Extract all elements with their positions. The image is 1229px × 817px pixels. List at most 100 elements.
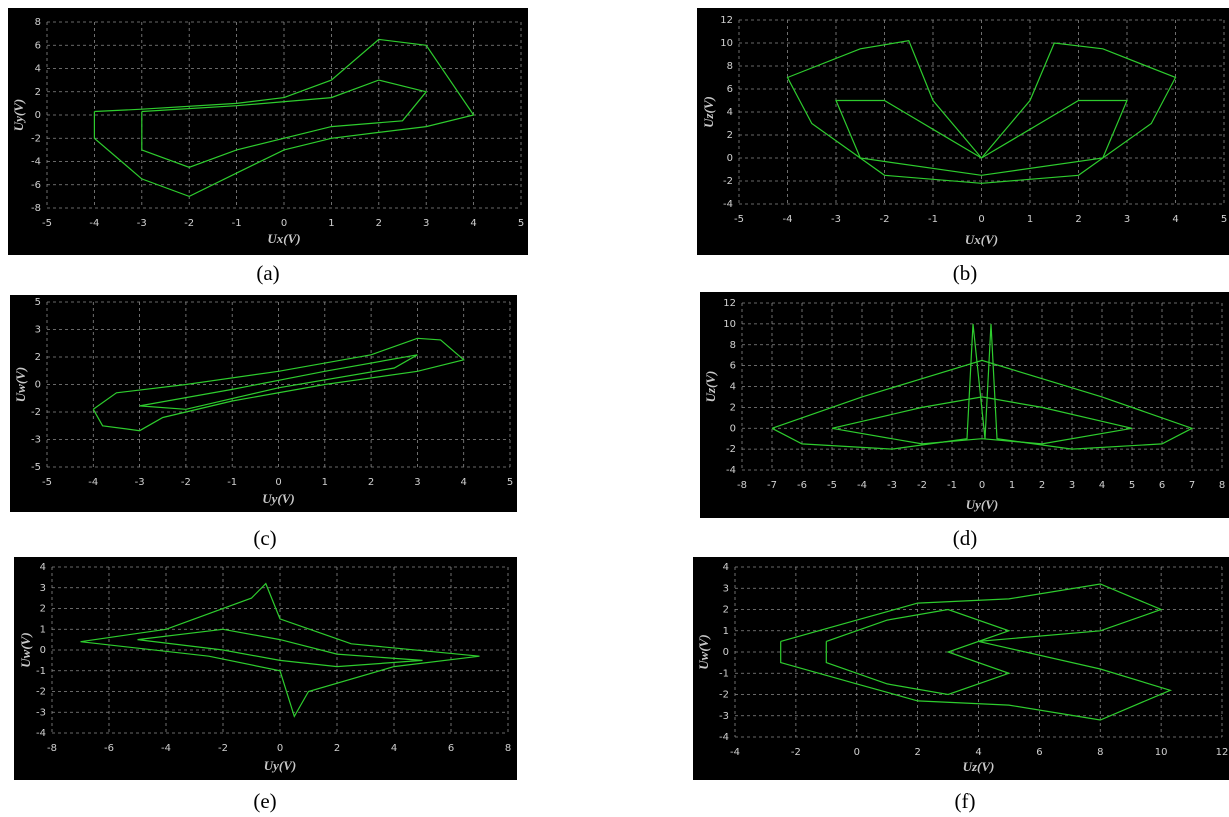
y-tick-label: 2 [723,605,729,616]
x-tick-label: -2 [181,477,191,488]
x-tick-label: -1 [928,214,938,225]
x-tick-label: -3 [831,214,841,225]
x-tick-label: 0 [854,747,860,758]
x-tick-label: 1 [1027,214,1033,225]
panel-background [10,295,517,512]
y-tick-label: 4 [723,562,729,573]
x-tick-label: -3 [887,480,897,491]
x-tick-label: 8 [1219,480,1225,491]
y-tick-label: 4 [730,382,736,393]
x-tick-label: -2 [880,214,890,225]
y-tick-label: 2 [727,130,733,141]
x-tick-label: 5 [518,218,524,229]
y-axis-label: Uw(V) [13,367,28,402]
y-tick-label: 0 [727,153,733,164]
x-tick-label: -3 [137,218,147,229]
x-tick-label: 6 [1036,747,1042,758]
x-tick-label: 4 [1172,214,1178,225]
x-tick-label: -4 [161,743,171,754]
y-tick-label: 1 [40,624,46,635]
y-axis-label: Uy(V) [11,99,26,132]
panel-caption: (d) [953,526,978,550]
x-tick-label: -2 [917,480,927,491]
y-tick-label: 0 [730,423,736,434]
x-tick-label: 3 [414,477,420,488]
x-tick-label: 6 [448,743,454,754]
y-tick-label: -5 [31,462,41,473]
y-axis-label: Uz(V) [703,371,718,403]
y-tick-label: 10 [720,38,733,49]
y-tick-label: 0 [35,110,41,121]
x-tick-label: -6 [104,743,114,754]
x-axis-label: Uy(V) [966,497,999,512]
y-tick-label: -4 [719,732,729,743]
x-tick-label: 7 [1189,480,1195,491]
x-tick-label: -1 [227,477,237,488]
y-axis-label: Uw(V) [696,634,711,669]
panel-caption: (f) [955,789,976,813]
y-tick-label: -3 [36,707,46,718]
y-tick-label: -8 [31,203,41,214]
x-tick-label: 8 [505,743,511,754]
y-tick-label: -3 [31,434,41,445]
x-tick-label: -5 [734,214,744,225]
y-tick-label: -2 [719,690,729,701]
y-tick-label: -4 [726,465,736,476]
x-tick-label: -2 [218,743,228,754]
x-tick-label: 4 [1099,480,1105,491]
x-tick-label: 5 [1221,214,1227,225]
x-tick-label: -3 [135,477,145,488]
x-tick-label: 2 [1039,480,1045,491]
y-tick-label: -2 [723,176,733,187]
y-tick-label: -4 [723,199,733,210]
x-tick-label: -8 [47,743,57,754]
x-tick-label: -5 [42,218,52,229]
x-tick-label: 4 [470,218,476,229]
panel-caption: (e) [253,789,276,813]
x-tick-label: -4 [730,747,740,758]
x-tick-label: 4 [975,747,981,758]
x-tick-label: 5 [1129,480,1135,491]
x-axis-label: Uz(V) [963,759,995,774]
y-tick-label: 3 [40,583,46,594]
x-tick-label: 2 [1075,214,1081,225]
panel-caption: (c) [253,526,276,550]
y-tick-label: 0 [723,647,729,658]
y-tick-label: -3 [719,711,729,722]
x-tick-label: 10 [1155,747,1168,758]
y-tick-label: 8 [730,340,736,351]
x-tick-label: 6 [1159,480,1165,491]
y-tick-label: 6 [727,84,733,95]
y-tick-label: 2 [35,352,41,363]
x-tick-label: 4 [391,743,397,754]
x-tick-label: -7 [767,480,777,491]
x-tick-label: 2 [376,218,382,229]
x-tick-label: -2 [791,747,801,758]
x-tick-label: 2 [368,477,374,488]
x-tick-label: 1 [322,477,328,488]
x-tick-label: 0 [978,214,984,225]
y-tick-label: -2 [726,444,736,455]
y-tick-label: -2 [31,133,41,144]
y-tick-label: 4 [35,64,41,75]
x-tick-label: -1 [232,218,242,229]
x-axis-label: Uy(V) [264,758,297,773]
y-tick-label: 2 [40,604,46,615]
y-tick-label: 4 [727,107,733,118]
x-axis-label: Ux(V) [965,232,998,247]
panel-background [14,557,517,780]
panel-caption: (b) [953,261,978,285]
x-tick-label: -8 [737,480,747,491]
y-tick-label: -2 [36,687,46,698]
x-tick-label: -4 [88,477,98,488]
y-tick-label: 8 [35,17,41,28]
x-tick-label: 3 [1069,480,1075,491]
y-tick-label: -4 [36,728,46,739]
x-tick-label: 3 [1124,214,1130,225]
x-tick-label: 8 [1097,747,1103,758]
x-tick-label: 12 [1216,747,1229,758]
y-tick-label: 2 [730,402,736,413]
y-tick-label: 8 [727,61,733,72]
y-tick-label: 6 [730,361,736,372]
x-tick-label: -4 [89,218,99,229]
